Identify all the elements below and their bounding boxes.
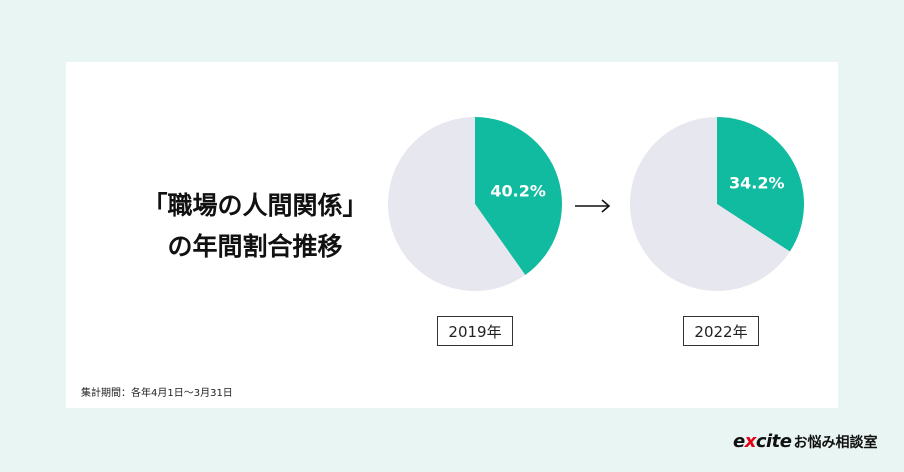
pie-slice xyxy=(630,117,790,291)
pie-slice xyxy=(717,117,804,252)
year-label-2022: 2022年 xyxy=(683,316,759,346)
arrow-right-icon xyxy=(575,199,611,213)
brand-logo: excite お悩み相談室 xyxy=(733,431,878,455)
logo-mark-cite: cite xyxy=(755,431,792,452)
logo-mark-e: e xyxy=(733,431,745,452)
logo-service-name: お悩み相談室 xyxy=(793,435,878,451)
logo-mark-x: x xyxy=(744,431,757,452)
chart-title: 「職場の人間関係」 の年間割合推移 xyxy=(66,185,444,267)
year-label-2019: 2019年 xyxy=(437,316,513,346)
pie-slice-label: 40.2% xyxy=(490,181,546,200)
aggregation-period-note: 集計期間：各年4月1日〜3月31日 xyxy=(81,388,233,399)
chart-title-line-1: 「職場の人間関係」 xyxy=(142,191,368,220)
chart-title-line-2: の年間割合推移 xyxy=(167,232,343,261)
pie-chart-2019: 40.2% xyxy=(388,117,562,291)
pie-chart-2022: 34.2% xyxy=(630,117,804,291)
pie-slice xyxy=(475,117,562,276)
excite-logo-mark: excite xyxy=(733,431,792,452)
pie-slice-label: 34.2% xyxy=(729,173,785,192)
pie-slice xyxy=(388,117,526,291)
